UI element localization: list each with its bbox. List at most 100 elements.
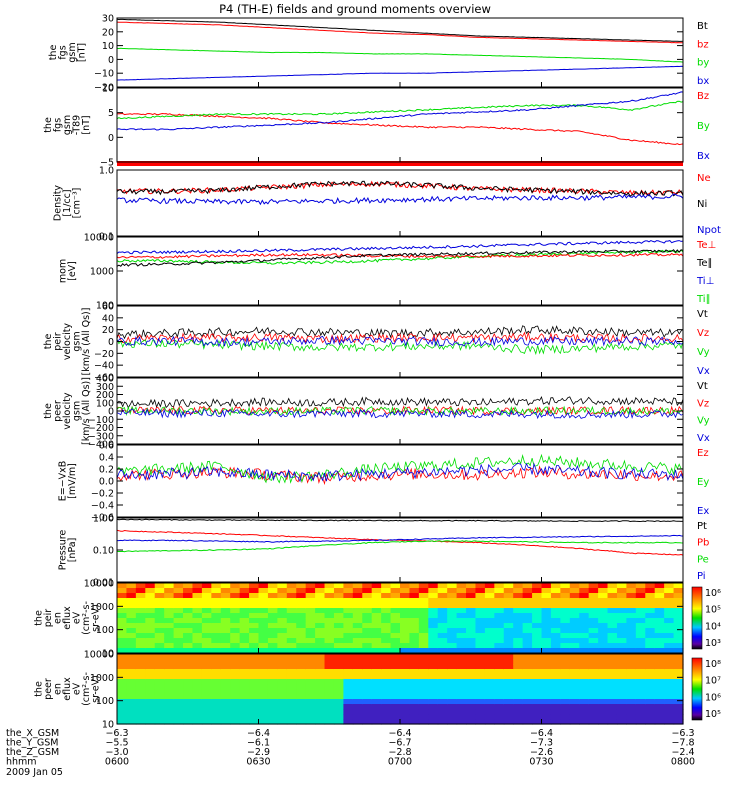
series-line-Bt (116, 18, 684, 42)
y-tick-label: 100 (96, 398, 114, 409)
y-tick-label: −10 (94, 69, 114, 80)
y-axis-label: eflux (62, 677, 73, 701)
y-tick-label: 100 (96, 696, 114, 707)
x-tick-label: −6.7 (388, 738, 411, 749)
y-axis-label: Pressure (57, 530, 68, 571)
colorbar (691, 586, 703, 650)
legend-entry: Vx (697, 366, 710, 377)
legend-entry: By (697, 121, 710, 132)
y-tick-label: 10000 (84, 233, 114, 244)
series-line-By (116, 100, 684, 120)
y-tick-label: −300 (88, 431, 114, 442)
panel-9: 10⁶ 10⁵ 10⁴ 10³ 10000 1000 100 10 thepeireneflux… (34, 579, 722, 660)
y-tick-label: 0.0 (99, 477, 114, 488)
legend-entry: Pi (697, 571, 706, 582)
y-tick-label: −0.4 (91, 501, 114, 512)
y-axis-label: [eV] (67, 261, 78, 281)
x-axis-row-label: the_Z_GSM (6, 747, 59, 758)
y-tick-label: 300 (96, 382, 114, 393)
x-tick-label: −6.4 (530, 728, 553, 739)
y-axis-label: (cm²-s- (81, 672, 92, 706)
y-axis-label: [cm⁻³] (72, 188, 83, 219)
y-axis-label: fgs (57, 45, 68, 59)
legend-entry: Pt (697, 521, 707, 532)
series-line-by (116, 47, 684, 63)
y-tick-label: 10 (102, 720, 114, 731)
y-axis-label: sr-eV) (91, 604, 102, 632)
y-tick-label: 10 (102, 41, 114, 52)
x-tick-label: −6.3 (105, 728, 128, 739)
panel-8: 1.00 0.10 0.01 Pressure[nPa] Pt Pb Pe Pi (57, 514, 709, 589)
x-tick-label: −6.4 (247, 728, 270, 739)
y-tick-label: 0.4 (99, 453, 114, 464)
y-axis-label: velocity (62, 323, 73, 361)
y-tick-label: 0.01 (93, 578, 114, 589)
y-tick-label: 1.00 (93, 514, 114, 525)
series-line-Vy (116, 339, 684, 356)
legend-entry: Vz (697, 398, 709, 409)
y-tick-label: 0.1 (99, 232, 114, 243)
legend-entry: Vz (697, 328, 709, 339)
y-axis-label: peir (43, 609, 54, 628)
panel-frame (116, 17, 684, 88)
y-tick-label: 20 (102, 27, 114, 38)
y-axis-label: the (48, 45, 59, 61)
y-axis-label: [nT] (81, 115, 92, 134)
series-line-bz (116, 21, 684, 44)
y-tick-label: −0.2 (91, 489, 114, 500)
y-tick-label: 100 (96, 301, 114, 312)
colorbar-label: 10⁵ (705, 709, 721, 720)
date-label: 2009 Jan 05 (6, 767, 63, 778)
legend-entry: Vt (697, 381, 708, 392)
y-axis-label: [nT] (76, 43, 87, 62)
y-axis-label: (cm²-s- (81, 601, 92, 635)
x-tick-label: 0600 (105, 757, 129, 768)
legend-entry: Pe (697, 554, 709, 565)
series-line-Ti⊥ (116, 240, 684, 255)
y-axis-label: the (34, 610, 45, 626)
legend-entry: by (697, 58, 709, 69)
y-tick-label: 10000 (84, 650, 114, 661)
x-tick-label: −2.9 (247, 747, 270, 758)
y-axis-label: gsm (72, 331, 83, 351)
y-axis-label: gsm (72, 401, 83, 421)
y-tick-label: 10000 (84, 579, 114, 590)
legend-entry: Vx (697, 433, 710, 444)
colorbar-label: 10⁶ (705, 692, 721, 703)
legend-entry: Ti∥ (696, 294, 711, 305)
chart-title: P4 (TH-E) fields and ground moments over… (219, 2, 491, 16)
legend-entry: Ez (697, 448, 709, 459)
x-tick-label: −7.8 (671, 738, 694, 749)
x-axis-row-label: the_Y_GSM (6, 738, 58, 749)
y-tick-label: 0 (108, 407, 114, 418)
series-line-Bx (116, 91, 684, 131)
y-tick-label: 1000 (90, 602, 114, 613)
legend-entry: Bt (697, 21, 708, 32)
x-tick-label: 0800 (671, 757, 695, 768)
panel-frame (116, 444, 684, 518)
y-axis-label: [km/s (All Qs)] (81, 377, 92, 445)
y-tick-label: 60 (102, 302, 114, 313)
y-axis-label: peer (43, 678, 54, 700)
y-tick-label: −5 (100, 158, 114, 169)
series-line-Ex (116, 462, 684, 483)
legend-entry: Npot (697, 225, 721, 236)
y-axis-label: -T89 (72, 115, 83, 135)
legend-entry: Ti⊥ (696, 276, 714, 287)
x-tick-label: −2.4 (671, 747, 694, 758)
y-axis-label: eV (72, 682, 83, 695)
colorbar-label: 10⁸ (705, 659, 721, 670)
y-axis-label: [1/cc] (62, 189, 73, 216)
y-tick-label: 0.6 (99, 441, 114, 452)
colorbar (691, 657, 703, 721)
x-axis-row-label: hhmm (6, 757, 37, 768)
legend-entry: Ex (697, 506, 709, 517)
y-tick-label: 0 (108, 133, 114, 144)
y-axis-label: peer (53, 400, 64, 422)
y-tick-label: 100 (96, 625, 114, 636)
y-axis-label: gsm (67, 42, 78, 62)
y-axis-label: eV (72, 611, 83, 624)
